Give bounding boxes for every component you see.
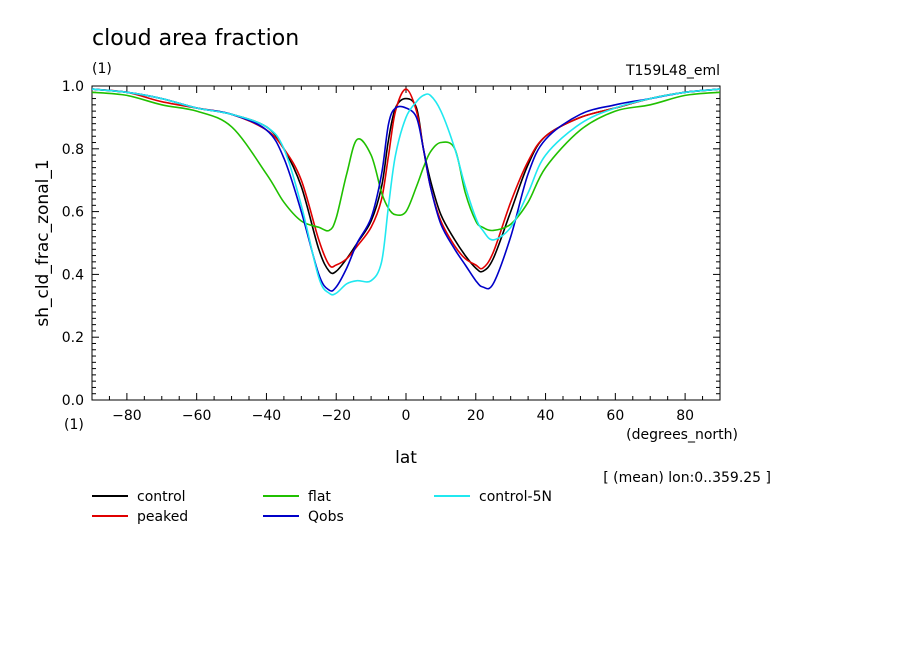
legend-label-control: control <box>137 489 186 505</box>
legend-label-peaked: peaked <box>137 509 188 525</box>
legend-label-qobs: Qobs <box>308 509 344 525</box>
x-tick-label: −60 <box>182 408 212 424</box>
series-line-control-5n <box>92 88 720 296</box>
chart-title: cloud area fraction <box>92 26 299 51</box>
plot-area: −80 −60 −40 −20 0 20 40 60 80 0.0 0.2 0.4 0.6 0.8 1.0 <box>62 79 721 424</box>
run-label: T159L48_eml <box>625 63 720 79</box>
x-unit: (degrees_north) <box>626 427 738 443</box>
legend: control peaked flat Qobs control-5N <box>92 489 552 525</box>
title-unit: (1) <box>92 61 112 77</box>
y-tick-label: 0.4 <box>62 267 84 283</box>
series-line-flat <box>92 91 720 232</box>
x-tick-label: −40 <box>252 408 282 424</box>
legend-label-flat: flat <box>308 489 331 505</box>
x-tick-label: −80 <box>112 408 142 424</box>
mean-note: [ (mean) lon:0..359.25 ] <box>603 470 771 486</box>
y-axis-label: sh_cld_frac_zonal_1 <box>33 159 53 326</box>
y-tick-label: 0.0 <box>62 393 84 409</box>
y-unit-bottom: (1) <box>64 417 84 433</box>
series-line-peaked <box>92 88 720 270</box>
y-tick-label: 0.6 <box>62 205 84 221</box>
x-axis-label: lat <box>395 448 417 468</box>
y-tick-label: 0.8 <box>62 142 84 158</box>
series-line-qobs <box>92 88 720 292</box>
plot-frame <box>91 85 721 401</box>
x-tick-label: 60 <box>606 408 624 424</box>
legend-label-control-5n: control-5N <box>479 489 552 505</box>
x-tick-label: 20 <box>467 408 485 424</box>
x-tick-label: 40 <box>537 408 555 424</box>
x-tick-label: 0 <box>402 408 411 424</box>
x-tick-label: −20 <box>321 408 351 424</box>
y-tick-label: 1.0 <box>62 79 84 95</box>
x-tick-label: 80 <box>676 408 694 424</box>
y-tick-label: 0.2 <box>62 330 84 346</box>
